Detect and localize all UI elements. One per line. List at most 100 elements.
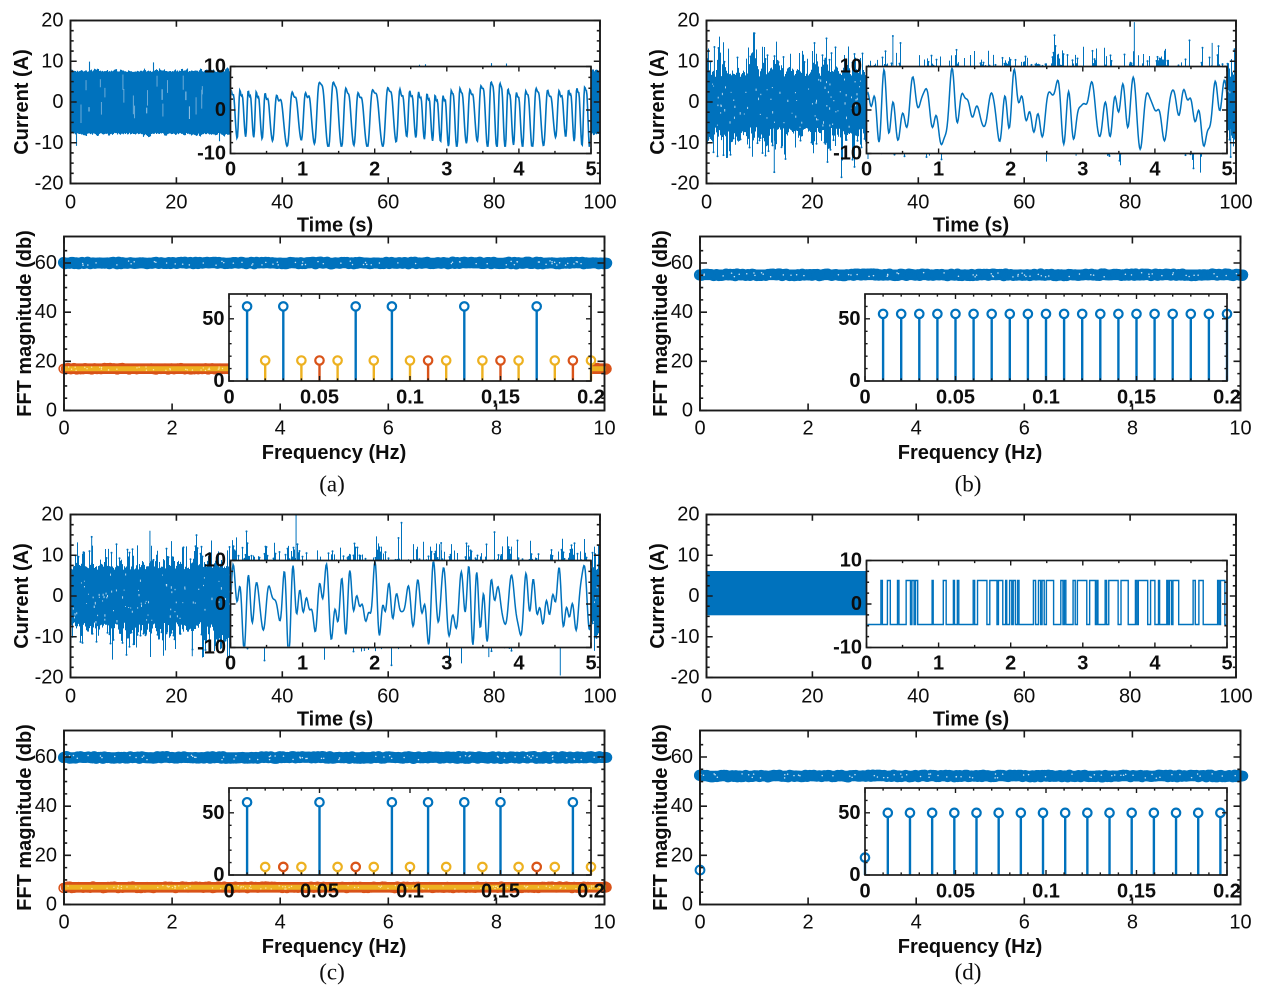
svg-text:Frequency (Hz): Frequency (Hz) xyxy=(262,442,406,464)
svg-text:20: 20 xyxy=(165,192,187,214)
svg-text:4: 4 xyxy=(1149,159,1161,181)
svg-text:50: 50 xyxy=(838,308,860,330)
svg-text:10: 10 xyxy=(593,912,615,934)
svg-text:Current (A): Current (A) xyxy=(11,49,33,155)
svg-text:40: 40 xyxy=(35,301,57,323)
svg-text:0: 0 xyxy=(215,593,226,615)
svg-text:50: 50 xyxy=(838,802,860,824)
svg-text:10: 10 xyxy=(204,550,226,572)
svg-text:60: 60 xyxy=(671,746,693,768)
svg-text:0: 0 xyxy=(213,370,224,392)
svg-text:0: 0 xyxy=(213,864,224,886)
svg-text:-10: -10 xyxy=(671,626,700,648)
svg-text:0.1: 0.1 xyxy=(396,881,424,903)
svg-text:FFT magnitude (db): FFT magnitude (db) xyxy=(650,724,672,911)
svg-text:-10: -10 xyxy=(833,637,862,659)
svg-text:0: 0 xyxy=(223,387,234,409)
svg-text:0: 0 xyxy=(225,653,236,675)
svg-text:0: 0 xyxy=(701,192,712,214)
svg-text:50: 50 xyxy=(202,802,224,824)
svg-text:20: 20 xyxy=(677,504,699,526)
svg-text:20: 20 xyxy=(35,350,57,372)
svg-text:Current (A): Current (A) xyxy=(11,543,33,649)
svg-text:0: 0 xyxy=(694,418,705,440)
svg-text:0.1: 0.1 xyxy=(396,387,424,409)
svg-text:2: 2 xyxy=(167,912,178,934)
svg-text:3: 3 xyxy=(1077,653,1088,675)
svg-text:100: 100 xyxy=(1219,686,1252,708)
svg-text:Time (s): Time (s) xyxy=(297,709,373,731)
svg-text:6: 6 xyxy=(1019,418,1030,440)
svg-text:0: 0 xyxy=(65,686,76,708)
svg-text:50: 50 xyxy=(202,308,224,330)
svg-text:40: 40 xyxy=(907,192,929,214)
svg-text:0: 0 xyxy=(861,159,872,181)
svg-text:Frequency (Hz): Frequency (Hz) xyxy=(262,936,406,958)
svg-text:20: 20 xyxy=(677,10,699,32)
svg-text:0: 0 xyxy=(46,894,57,916)
svg-text:5: 5 xyxy=(1221,653,1232,675)
svg-text:80: 80 xyxy=(483,192,505,214)
svg-text:10: 10 xyxy=(677,544,699,566)
svg-text:0: 0 xyxy=(849,864,860,886)
svg-text:0: 0 xyxy=(694,912,705,934)
svg-text:-20: -20 xyxy=(671,173,700,195)
svg-text:(a): (a) xyxy=(319,472,345,497)
svg-text:FFT magnitude (db): FFT magnitude (db) xyxy=(650,230,672,417)
svg-text:6: 6 xyxy=(383,912,394,934)
svg-text:40: 40 xyxy=(271,192,293,214)
svg-text:20: 20 xyxy=(671,844,693,866)
svg-text:Frequency (Hz): Frequency (Hz) xyxy=(898,442,1042,464)
svg-text:0: 0 xyxy=(849,370,860,392)
svg-text:0.05: 0.05 xyxy=(936,881,975,903)
svg-text:10: 10 xyxy=(41,544,63,566)
svg-text:1: 1 xyxy=(933,653,944,675)
svg-text:0: 0 xyxy=(223,881,234,903)
svg-text:60: 60 xyxy=(671,252,693,274)
svg-text:100: 100 xyxy=(583,686,616,708)
svg-text:2: 2 xyxy=(1005,653,1016,675)
svg-text:1: 1 xyxy=(297,159,308,181)
svg-text:60: 60 xyxy=(35,252,57,274)
svg-text:8: 8 xyxy=(1127,418,1138,440)
svg-text:-20: -20 xyxy=(35,173,64,195)
svg-text:10: 10 xyxy=(1229,912,1251,934)
svg-text:Frequency (Hz): Frequency (Hz) xyxy=(898,936,1042,958)
svg-text:0: 0 xyxy=(859,387,870,409)
svg-text:0,15: 0,15 xyxy=(1117,387,1156,409)
svg-text:0: 0 xyxy=(851,593,862,615)
svg-text:8: 8 xyxy=(1127,912,1138,934)
svg-text:100: 100 xyxy=(583,192,616,214)
svg-text:0,15: 0,15 xyxy=(481,881,520,903)
svg-text:80: 80 xyxy=(1119,686,1141,708)
svg-text:20: 20 xyxy=(41,10,63,32)
svg-text:0.2: 0.2 xyxy=(1213,881,1241,903)
svg-text:0,15: 0,15 xyxy=(481,387,520,409)
svg-text:6: 6 xyxy=(383,418,394,440)
svg-text:40: 40 xyxy=(671,301,693,323)
svg-text:20: 20 xyxy=(671,350,693,372)
svg-text:4: 4 xyxy=(513,159,525,181)
svg-text:0: 0 xyxy=(861,653,872,675)
svg-text:40: 40 xyxy=(907,686,929,708)
svg-text:60: 60 xyxy=(35,746,57,768)
svg-text:10: 10 xyxy=(840,56,862,78)
svg-text:80: 80 xyxy=(1119,192,1141,214)
svg-text:1: 1 xyxy=(297,653,308,675)
svg-text:60: 60 xyxy=(1013,192,1035,214)
svg-text:-10: -10 xyxy=(35,626,64,648)
svg-text:0: 0 xyxy=(46,400,57,422)
svg-text:100: 100 xyxy=(1219,192,1252,214)
svg-text:-10: -10 xyxy=(35,132,64,154)
svg-text:0,15: 0,15 xyxy=(1117,881,1156,903)
svg-text:(d): (d) xyxy=(955,960,982,985)
svg-text:4: 4 xyxy=(513,653,525,675)
svg-text:5: 5 xyxy=(585,159,596,181)
svg-text:-10: -10 xyxy=(197,143,226,165)
svg-text:4: 4 xyxy=(911,912,922,934)
svg-text:40: 40 xyxy=(671,795,693,817)
svg-text:2: 2 xyxy=(369,653,380,675)
svg-text:3: 3 xyxy=(441,159,452,181)
svg-text:0.05: 0.05 xyxy=(936,387,975,409)
svg-text:1: 1 xyxy=(933,159,944,181)
